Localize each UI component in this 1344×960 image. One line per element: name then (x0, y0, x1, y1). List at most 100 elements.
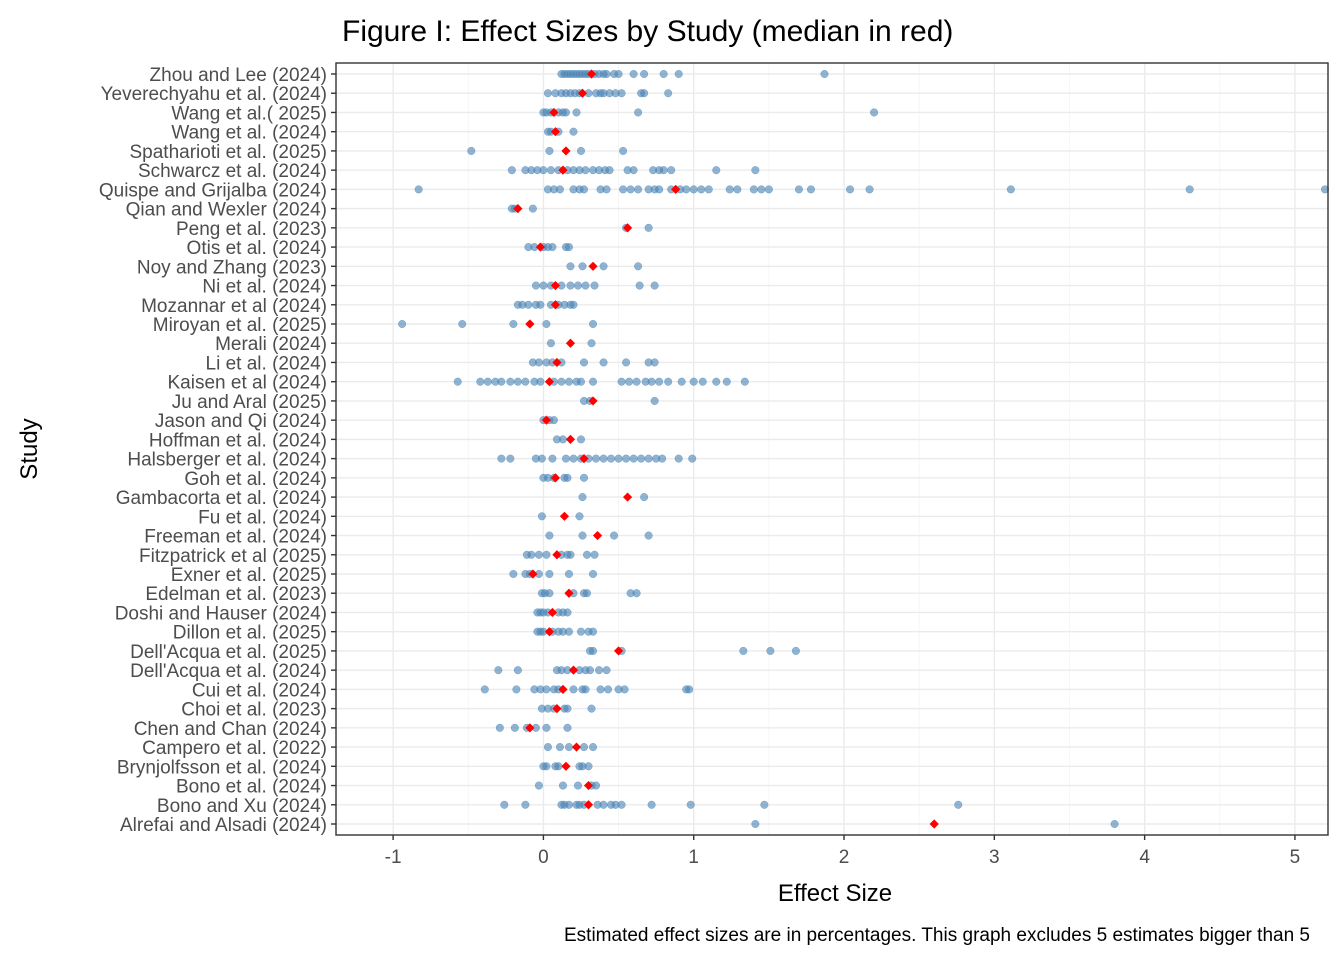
effect-point (1110, 819, 1119, 829)
study-row (533, 627, 598, 636)
effect-point (766, 646, 775, 655)
effect-point (509, 569, 518, 579)
effect-point (494, 666, 503, 675)
effect-point (572, 108, 581, 117)
study-row (534, 781, 601, 790)
y-tick-label: Bono and Xu (2024) (157, 796, 327, 817)
y-tick-label: Gambacorta et al. (2024) (116, 488, 327, 509)
effect-point (480, 685, 489, 694)
x-tick-label: 2 (839, 847, 850, 868)
study-row (751, 819, 1119, 829)
effect-point (578, 493, 587, 502)
effect-point (561, 108, 571, 117)
study-row (509, 569, 598, 579)
median-marker (541, 415, 552, 425)
effect-point (751, 819, 760, 829)
median-marker (583, 780, 594, 791)
y-tick-label: Exner et al. (2025) (171, 565, 327, 586)
effect-point (576, 377, 586, 386)
effect-point (587, 339, 596, 348)
effect-point (619, 185, 628, 194)
effect-point (521, 800, 530, 809)
effect-point (629, 454, 638, 463)
effect-point (581, 281, 590, 290)
median-marker (525, 319, 535, 329)
effect-point (664, 89, 673, 98)
y-tick-label: Dell'Acqua et al. (2025) (130, 642, 327, 663)
effect-point (507, 166, 516, 175)
effect-point (635, 281, 644, 290)
y-tick-label: Alrefai and Alsadi (2024) (120, 815, 327, 836)
effect-point (564, 627, 574, 636)
effect-point (794, 185, 803, 194)
y-tick-label: Freeman et al. (2024) (144, 527, 327, 548)
effect-point (650, 281, 659, 290)
effect-point (634, 108, 643, 117)
y-tick-label: Peng et al. (2023) (176, 219, 327, 240)
effect-point (712, 166, 721, 175)
y-tick-label: Noy and Zhang (2023) (137, 257, 327, 278)
effect-point (625, 377, 634, 386)
effect-point (558, 781, 568, 790)
median-marker (568, 665, 579, 675)
effect-point (749, 185, 758, 194)
effect-point (954, 800, 963, 809)
effect-point (542, 762, 551, 771)
effect-point (591, 781, 601, 790)
median-marker (547, 607, 558, 618)
effect-point (545, 146, 554, 155)
effect-point (659, 69, 668, 79)
study-row (507, 166, 760, 175)
effect-point (569, 300, 578, 309)
effect-point (564, 243, 574, 252)
effect-point (549, 416, 558, 425)
y-tick-label: Doshi and Hauser (2024) (115, 603, 327, 624)
effect-point (820, 69, 829, 79)
effect-point (500, 800, 509, 809)
median-marker (613, 646, 624, 656)
effect-point (677, 377, 686, 386)
median-marker (550, 280, 561, 291)
median-marker (671, 184, 681, 194)
effect-point (524, 300, 533, 309)
effect-point (622, 454, 631, 463)
effect-point (545, 589, 554, 598)
effect-point (566, 262, 575, 271)
effect-point (629, 69, 638, 79)
effect-point (555, 185, 565, 194)
effect-point (647, 377, 656, 386)
effect-point (634, 185, 643, 194)
effect-point (545, 531, 554, 540)
effect-point (712, 377, 721, 386)
effect-point (614, 69, 623, 79)
median-marker (565, 434, 576, 444)
median-marker (513, 204, 523, 214)
effect-point (650, 358, 659, 367)
effect-point (542, 685, 551, 694)
effect-point (534, 358, 543, 367)
effect-point (497, 454, 506, 463)
effect-point (575, 512, 584, 521)
study-row (467, 146, 628, 155)
study-row (543, 89, 673, 98)
effect-point (536, 377, 545, 386)
effect-point (566, 281, 575, 290)
effect-point (453, 377, 462, 386)
median-marker (577, 88, 588, 98)
study-row (546, 339, 596, 348)
effect-point (542, 319, 551, 329)
y-tick-label: Schwarcz et al. (2024) (138, 161, 327, 182)
effect-point (740, 377, 749, 386)
y-tick-label: Hoffman et al. (2024) (149, 430, 327, 451)
median-marker (525, 723, 535, 733)
median-marker (622, 223, 633, 233)
effect-point (581, 166, 590, 175)
effect-point (534, 781, 543, 790)
effect-point (688, 454, 697, 463)
effect-point (590, 281, 599, 290)
y-axis: Zhou and Lee (2024)Yeverechyahu et al. (… (99, 65, 336, 836)
effect-point (564, 569, 574, 579)
effect-point (739, 646, 748, 655)
effect-point (588, 377, 598, 386)
effect-point (698, 377, 707, 386)
